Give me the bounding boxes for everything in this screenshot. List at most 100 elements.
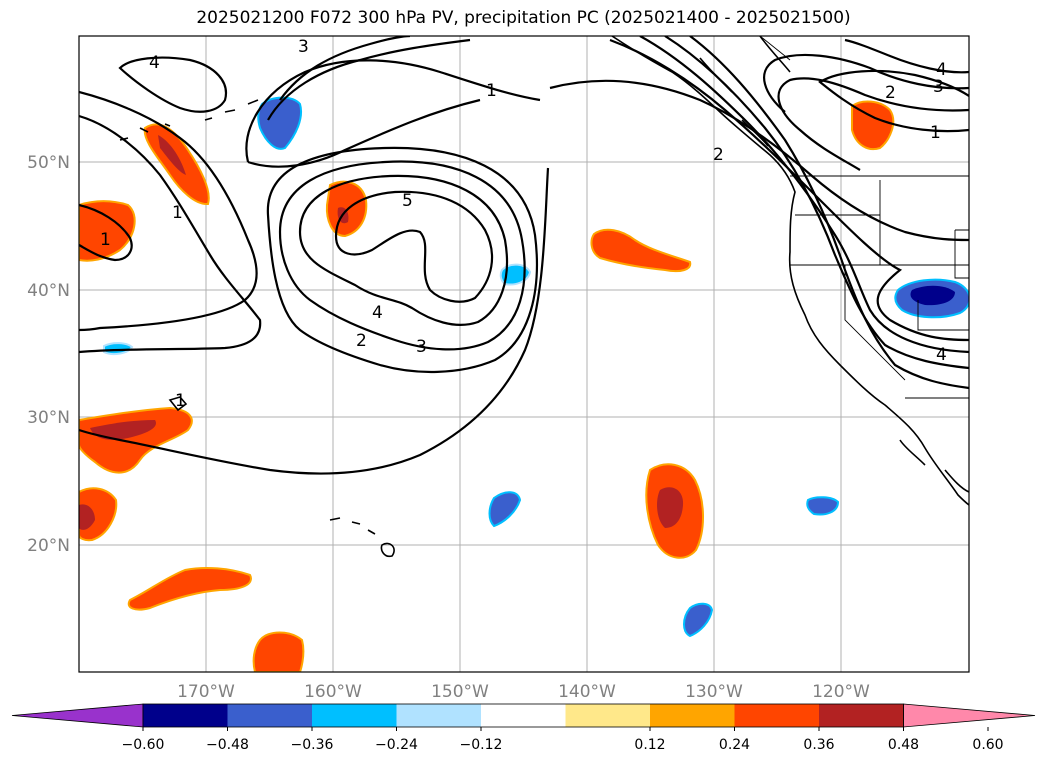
contour-label: 3	[416, 337, 427, 357]
pv-contour-1-upper	[247, 98, 481, 168]
colorbar-segment	[396, 704, 481, 727]
lon-label-150w: 150°W	[431, 682, 489, 702]
lon-label-160w: 160°W	[304, 682, 362, 702]
colorbar-segment	[650, 704, 735, 727]
lat-label-40n: 40°N	[27, 281, 70, 301]
colorbar-segment	[481, 704, 566, 727]
precip-positive-area	[79, 406, 193, 474]
contour-label: 4	[372, 303, 383, 323]
pv-contour-ne-1	[818, 69, 969, 133]
pv-contour-4-cutoff	[118, 56, 228, 113]
contour-label: 1	[930, 123, 941, 143]
colorbar: −0.60 −0.48 −0.36 −0.24 −0.12 0.12 0.24 0.36 0.4…	[11, 703, 1036, 753]
contour-label: 1	[486, 81, 497, 101]
colorbar-extend-max	[903, 703, 1036, 728]
contour-label: 1	[100, 230, 111, 250]
contour-label: 2	[885, 83, 896, 103]
longitude-labels: 170°W 160°W 150°W 140°W 130°W 120°W	[177, 682, 870, 702]
latitude-labels: 50°N 40°N 30°N 20°N	[27, 153, 70, 556]
precip-negative-core	[910, 285, 955, 306]
precip-negative-area	[488, 491, 522, 528]
colorbar-tick-label: −0.48	[206, 737, 249, 753]
pv-contours	[79, 36, 969, 475]
colorbar-ticks: −0.60 −0.48 −0.36 −0.24 −0.12 0.12 0.24 0.36 0.4…	[122, 727, 1004, 753]
political-borders	[759, 36, 969, 399]
contour-label: 5	[402, 191, 413, 211]
precip-negative-area	[683, 602, 714, 638]
pv-contour-3-east	[639, 36, 969, 354]
colorbar-segment	[227, 704, 312, 727]
pv-contour-5-east	[689, 36, 969, 390]
border-state-lines	[790, 180, 969, 381]
contour-label: 1	[175, 391, 186, 411]
pv-contour-3-upper	[279, 36, 411, 101]
precip-positive-area	[851, 100, 895, 150]
colorbar-segments	[11, 703, 1036, 728]
precip-positive-area	[127, 566, 252, 611]
precipitation-shading	[79, 96, 969, 672]
precip-positive-area	[79, 200, 136, 262]
colorbar-segment	[312, 704, 397, 727]
pv-contour-ne-2	[777, 77, 969, 171]
colorbar-segment	[565, 704, 650, 727]
contour-label: 4	[149, 53, 160, 73]
hawaii-islands	[329, 517, 395, 558]
colorbar-tick-label: 0.36	[803, 737, 834, 753]
contour-label: 4	[936, 60, 947, 80]
colorbar-segment	[734, 704, 819, 727]
pv-contour-1-ridge	[79, 59, 550, 475]
colorbar-segment	[143, 704, 228, 727]
contour-label: 2	[356, 331, 367, 351]
precip-positive-core	[158, 135, 186, 175]
pv-contour-2-upper	[267, 38, 471, 121]
lon-label-120w: 120°W	[812, 682, 870, 702]
colorbar-tick-label: 0.48	[888, 737, 919, 753]
precip-negative-area	[806, 496, 840, 516]
pv-contour-4	[298, 174, 509, 326]
precip-positive-area	[590, 228, 692, 273]
pv-contour-4-east	[664, 36, 969, 370]
contour-label: 2	[713, 145, 724, 165]
graticule	[79, 36, 969, 672]
contour-label: 3	[298, 37, 309, 57]
contour-label: 3	[933, 77, 944, 97]
map-title: 2025021200 F072 300 hPa PV, precipitatio…	[196, 8, 851, 28]
baja-coastline	[899, 439, 969, 493]
contour-label: 1	[172, 203, 183, 223]
map-panel: 4 3 1 1 4 2 3 1 2 5 1 1 4 2 3 4	[78, 35, 970, 673]
colorbar-tick-label: −0.12	[460, 737, 503, 753]
pv-contour-1-west	[79, 114, 262, 354]
pv-contour-ne-3	[763, 53, 969, 113]
precip-positive-area	[252, 631, 305, 672]
pv-contour-ne-4	[844, 38, 969, 74]
colorbar-tick-label: −0.60	[122, 737, 165, 753]
colorbar-tick-label: 0.24	[719, 737, 750, 753]
colorbar-frame	[142, 703, 904, 728]
lat-label-20n: 20°N	[27, 536, 70, 556]
island-speck	[168, 396, 188, 412]
map-frame	[78, 35, 970, 673]
colorbar-segment	[819, 704, 904, 727]
precip-negative-area	[257, 96, 302, 150]
colorbar-tick-label: −0.24	[375, 737, 418, 753]
lat-label-50n: 50°N	[27, 153, 70, 173]
colorbar-tick-label: 0.60	[972, 737, 1003, 753]
colorbar-tick-label: −0.36	[291, 737, 334, 753]
pv-contour-5	[334, 190, 494, 303]
pv-contour-1-west-closed	[79, 203, 133, 262]
pv-contour-3	[278, 160, 526, 351]
contour-labels: 4 3 1 1 4 2 3 1 2 5 1 1 4 2 3 4	[100, 37, 947, 411]
colorbar-extend-min	[11, 703, 144, 728]
lon-label-140w: 140°W	[558, 682, 616, 702]
precip-positive-core	[90, 420, 156, 440]
precip-positive-core	[657, 487, 684, 528]
precip-positive-core	[79, 504, 95, 530]
contour-label: 4	[936, 345, 947, 365]
pv-contour-2-west	[79, 90, 258, 332]
colorbar-tick-label: 0.12	[634, 737, 665, 753]
lon-label-170w: 170°W	[177, 682, 235, 702]
lat-label-30n: 30°N	[27, 408, 70, 428]
pv-contour-2	[266, 146, 538, 374]
pv-contour-2-east	[609, 38, 969, 342]
